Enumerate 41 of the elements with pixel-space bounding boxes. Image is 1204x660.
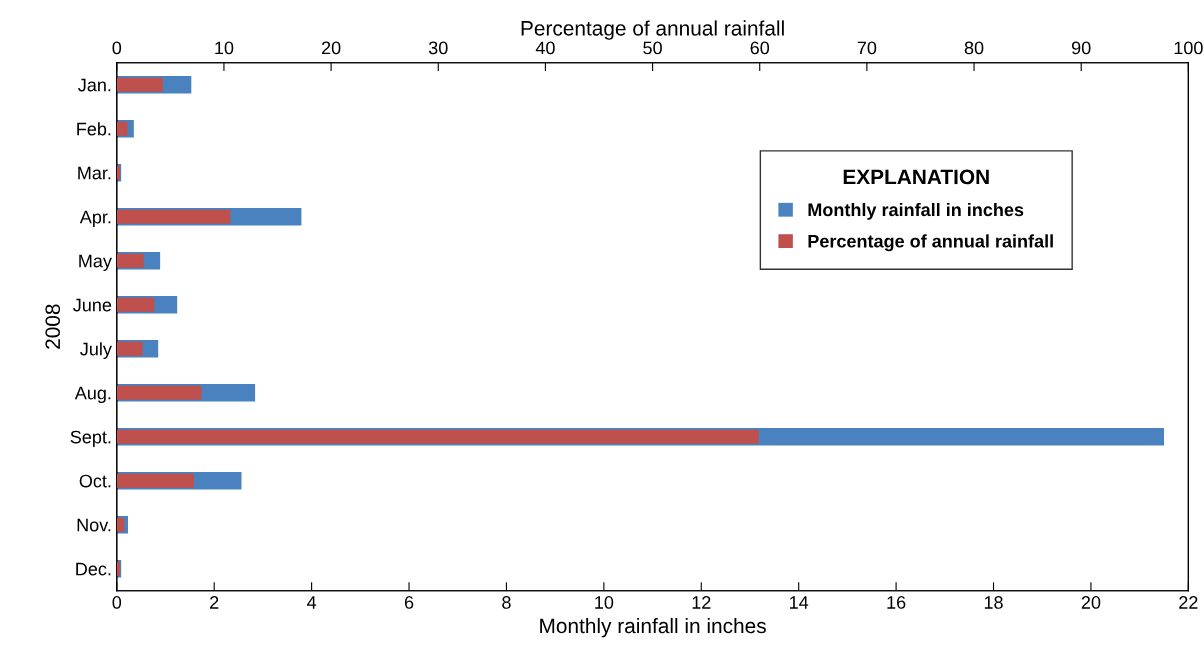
x-tick-label: 20	[1081, 596, 1101, 609]
y-tick-label: Apr.	[79, 210, 111, 227]
x-tick-label: 6	[404, 596, 414, 609]
y-tick-label: Aug.	[74, 386, 111, 403]
x-tick-label: 10	[595, 596, 614, 609]
x2-tick-label: 30	[428, 41, 448, 55]
x2-tick-label: 50	[643, 41, 662, 55]
y-tick-label: June	[73, 298, 112, 312]
x-tick-label: 2	[210, 596, 219, 609]
x2-tick-label: 80	[964, 41, 984, 55]
y-tick-label: Nov.	[77, 518, 111, 532]
y-tick-label: Sept.	[70, 430, 111, 447]
x2-tick-label: 70	[857, 41, 877, 55]
x2-tick-label: 10	[215, 41, 234, 55]
x-tick-label: 8	[502, 596, 511, 609]
x-tick-label: 4	[307, 596, 317, 609]
y-tick-label: Mar.	[78, 166, 111, 180]
x2-tick-label: 60	[750, 41, 770, 55]
y-tick-label: Jan.	[78, 78, 111, 92]
x2-tick-label: 100	[1174, 41, 1203, 55]
x2-tick-label: 40	[535, 41, 555, 55]
y-tick-label: Dec.	[76, 562, 111, 576]
y-tick-label: July	[80, 342, 112, 359]
y-axis-title: 2008	[45, 304, 61, 349]
y-tick-label: Oct.	[79, 474, 111, 488]
x2-tick-label: 90	[1072, 41, 1091, 55]
y-tick-label: May	[79, 254, 112, 271]
x2-tick-label: 20	[321, 41, 341, 55]
legend-label: Percentage of annual rainfall	[808, 234, 1053, 252]
x2-tick-label: 0	[112, 41, 122, 55]
x-tick-label: 22	[1179, 596, 1198, 609]
x-tick-label: 16	[887, 596, 906, 609]
x-tick-label: 14	[790, 596, 809, 609]
x-tick-label: 18	[984, 596, 1003, 609]
x-tick-label: 0	[112, 596, 122, 609]
x-axis-title: Monthly rainfall in inches	[540, 617, 766, 638]
x2-axis-title: Percentage of annual rainfall	[521, 20, 784, 40]
y-tick-label: Feb.	[77, 122, 111, 136]
x-tick-label: 12	[692, 596, 711, 609]
legend-title: EXPLANATION	[843, 169, 989, 185]
legend-label: Monthly rainfall in inches	[808, 202, 1024, 220]
